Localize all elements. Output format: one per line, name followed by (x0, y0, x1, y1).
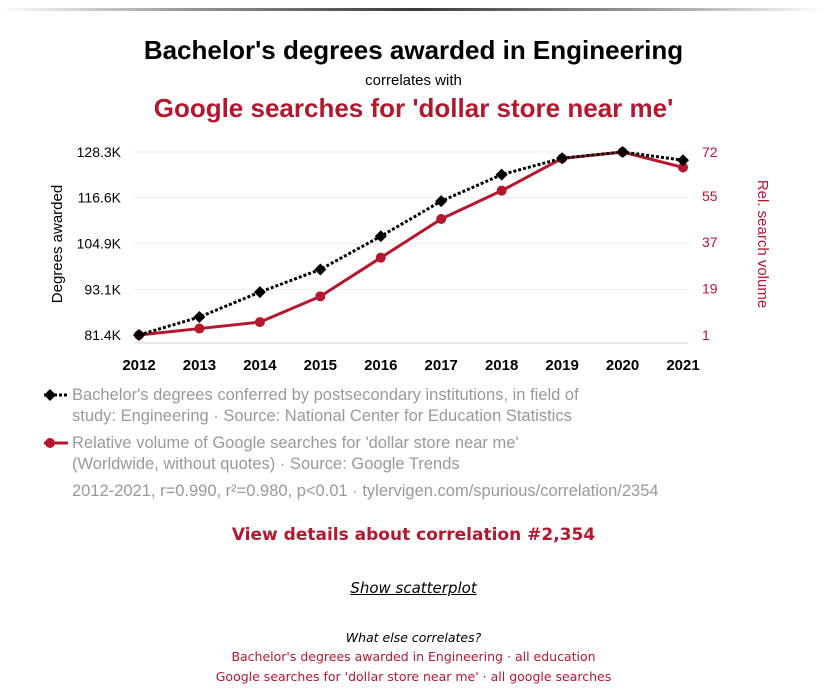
y-left-tick-label: 128.3K (77, 144, 122, 160)
top-divider (0, 8, 827, 11)
y-left-tick-label: 104.9K (77, 235, 122, 251)
x-tick-label: 2013 (183, 357, 216, 374)
chart-title: Bachelor's degrees awarded in Engineerin… (143, 35, 684, 65)
y-right-tick-label: 19 (702, 281, 718, 297)
data-point-degrees (314, 263, 327, 276)
show-scatterplot-link[interactable]: Show scatterplot (350, 579, 477, 597)
link-separator: · (482, 669, 487, 684)
x-tick-label: 2018 (485, 357, 518, 374)
line-chart: 81.4K 93.1K 104.9K 116.6K 128.3K 1 19 37 55 72 201… (49, 144, 771, 374)
legend-searches-line1: Relative volume of Google searches for '… (72, 434, 519, 452)
data-point-degrees (133, 329, 145, 341)
x-tick-label: 2017 (425, 357, 458, 374)
data-point-searches (436, 214, 447, 225)
data-point-searches (375, 252, 386, 263)
link-degrees-engineering[interactable]: Bachelor's degrees awarded in Engineerin… (231, 649, 503, 664)
y-left-tick-label: 81.4K (84, 327, 121, 343)
data-point-degrees (616, 146, 629, 158)
legend-swatch-searches (44, 438, 68, 448)
series-line-degrees (138, 150, 684, 337)
data-point-degrees (193, 311, 206, 324)
link-all-education[interactable]: all education (514, 649, 596, 664)
legend-degrees-line2: study: Engineering · Source: National Ce… (72, 407, 572, 425)
y-right-tick-label: 55 (702, 188, 718, 204)
y-left-axis-label: Degrees awarded (49, 185, 66, 303)
data-point-degrees (374, 230, 387, 243)
x-tick-label: 2015 (304, 357, 337, 374)
legend-searches-line2: (Worldwide, without quotes) · Source: Go… (72, 455, 460, 473)
x-tick-label: 2020 (606, 357, 639, 374)
x-tick-label: 2021 (666, 357, 699, 374)
data-point-degrees (677, 154, 689, 167)
y-right-axis-label: Rel. search volume (754, 180, 771, 308)
data-point-searches (194, 323, 205, 334)
correlation-stats: 2012-2021, r=0.990, r²=0.980, p<0.01 · t… (72, 482, 659, 500)
data-point-degrees (253, 286, 266, 299)
link-google-dollar-store[interactable]: Google searches for 'dollar store near m… (215, 669, 479, 684)
chart-subtitle: correlates with (365, 72, 462, 89)
y-left-tick-label: 93.1K (84, 281, 121, 297)
link-separator: · (506, 649, 511, 664)
data-point-degrees (556, 152, 569, 165)
y-right-tick-label: 72 (702, 144, 718, 160)
link-all-google-searches[interactable]: all google searches (490, 669, 612, 684)
x-tick-label: 2014 (243, 357, 277, 374)
y-left-tick-label: 116.6K (78, 190, 122, 206)
data-point-searches (254, 317, 265, 328)
legend-degrees-line1: Bachelor's degrees conferred by postseco… (72, 386, 579, 404)
what-else-heading: What else correlates? (345, 630, 482, 645)
view-details-link[interactable]: View details about correlation #2,354 (231, 525, 596, 545)
related-links-row-2: Google searches for 'dollar store near m… (0, 669, 827, 684)
y-right-tick-label: 1 (702, 327, 710, 343)
x-tick-label: 2019 (545, 357, 578, 374)
chart-title-secondary: Google searches for 'dollar store near m… (153, 93, 674, 123)
x-tick-label: 2012 (122, 357, 155, 374)
x-tick-label: 2016 (364, 357, 397, 374)
data-point-searches (678, 162, 688, 173)
data-point-searches (315, 291, 326, 302)
y-right-tick-label: 37 (702, 234, 718, 250)
data-point-degrees (495, 168, 508, 181)
legend-swatch-degrees (44, 389, 68, 401)
related-links-row-1: Bachelor's degrees awarded in Engineerin… (0, 649, 827, 664)
data-point-searches (496, 185, 507, 196)
data-point-degrees (435, 195, 448, 208)
